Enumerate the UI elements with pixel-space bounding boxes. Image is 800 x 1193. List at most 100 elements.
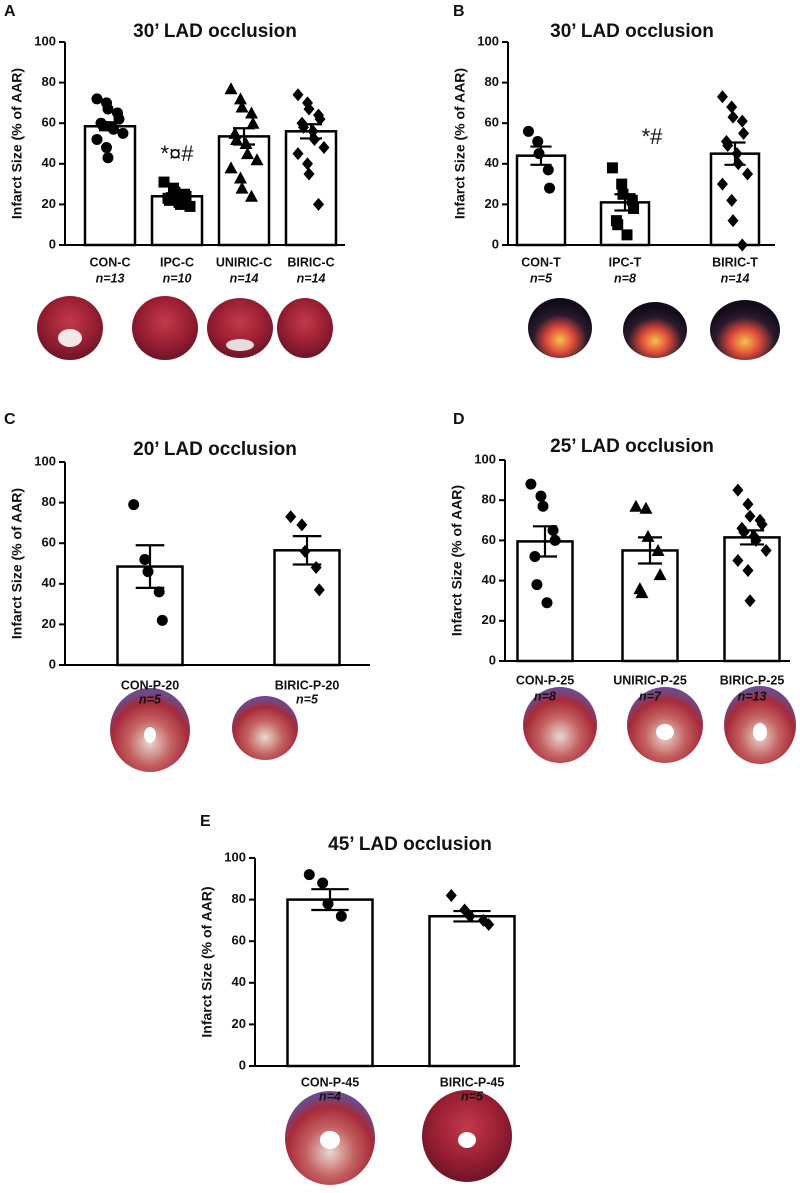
data-point — [628, 202, 640, 214]
data-point — [727, 110, 739, 124]
data-point — [651, 543, 665, 556]
y-tick-label: 100 — [224, 849, 246, 864]
y-tick-label: 0 — [492, 236, 499, 251]
data-point — [91, 133, 103, 145]
data-point — [716, 90, 728, 104]
y-axis-label: Infarct Size (% of AAR) — [9, 68, 25, 219]
data-point — [617, 188, 629, 200]
y-axis-label: Infarct Size (% of AAR) — [199, 886, 215, 1037]
chart-title: 30’ LAD occlusion — [133, 21, 297, 42]
data-point — [736, 238, 748, 252]
y-axis-label: Infarct Size (% of AAR) — [452, 68, 468, 219]
data-point — [756, 517, 768, 531]
x-tick-label: BIRIC-P-25 — [720, 673, 785, 687]
data-point — [653, 568, 667, 581]
n-label: n=5 — [296, 692, 319, 706]
n-label: n=10 — [163, 271, 192, 285]
chart-panel: E 45’ LAD occlusion Infarct Size (% of AAR… — [199, 813, 520, 1103]
chart-panel: D 25’ LAD occlusion Infarct Size (% of AAR… — [449, 411, 790, 703]
data-point — [525, 478, 537, 490]
data-point — [246, 116, 260, 129]
data-point — [635, 586, 649, 599]
data-point — [292, 147, 304, 161]
data-point — [97, 119, 108, 131]
data-point — [142, 566, 154, 578]
chart-title: 25’ LAD occlusion — [550, 436, 714, 457]
y-tick-label: 80 — [232, 891, 246, 906]
data-point — [299, 544, 311, 558]
data-point — [180, 190, 192, 202]
data-point — [744, 509, 756, 523]
y-tick-label: 0 — [49, 656, 56, 671]
data-point — [158, 176, 170, 188]
data-point — [224, 161, 238, 174]
n-label: n=14 — [230, 271, 259, 285]
x-tick-label: CON-P-20 — [121, 678, 179, 692]
data-point — [245, 106, 258, 119]
data-point — [738, 525, 750, 539]
data-point — [335, 910, 347, 922]
y-tick-label: 100 — [477, 33, 499, 48]
data-point — [742, 564, 754, 578]
data-point — [235, 181, 249, 194]
data-point — [727, 214, 739, 228]
data-point — [742, 497, 754, 511]
x-tick-label: CON-T — [521, 255, 561, 269]
bar — [515, 154, 567, 247]
y-tick-label: 40 — [42, 575, 56, 590]
data-point — [549, 534, 561, 546]
y-tick-label: 60 — [42, 115, 56, 130]
data-point — [533, 148, 545, 160]
n-label: n=13 — [96, 271, 125, 285]
data-point — [639, 501, 653, 514]
y-tick-label: 100 — [34, 33, 56, 48]
y-axis-label: Infarct Size (% of AAR) — [449, 485, 465, 636]
data-point — [732, 157, 744, 171]
bar — [428, 914, 516, 1068]
y-tick-label: 20 — [485, 196, 499, 211]
data-point — [318, 141, 330, 155]
data-point — [313, 583, 325, 597]
y-tick-label: 80 — [42, 74, 56, 89]
data-point — [750, 533, 762, 547]
data-point — [629, 499, 643, 512]
data-point — [230, 132, 243, 145]
n-label: n=7 — [639, 689, 662, 703]
data-point — [228, 126, 242, 139]
data-point — [139, 553, 151, 565]
data-point — [224, 82, 238, 95]
data-point — [726, 100, 738, 114]
x-tick-label: IPC-T — [609, 255, 642, 269]
y-tick-label: 60 — [482, 532, 496, 547]
annotation: *# — [642, 124, 664, 149]
chart-title: 20’ LAD occlusion — [133, 439, 297, 460]
data-point — [732, 554, 744, 567]
panel-label: A — [4, 3, 16, 20]
data-point — [102, 152, 114, 164]
data-point — [164, 194, 175, 206]
y-tick-label: 100 — [474, 451, 496, 466]
bar — [284, 130, 338, 247]
y-tick-label: 20 — [232, 1016, 246, 1031]
panel-label: C — [4, 411, 16, 428]
data-point — [102, 103, 114, 115]
data-point — [239, 137, 253, 149]
data-point — [522, 125, 534, 137]
chart-panel: A 30’ LAD occlusion Infarct Size (% of AAR… — [4, 3, 345, 285]
data-point — [542, 164, 554, 176]
data-point — [296, 518, 308, 532]
y-tick-label: 80 — [42, 494, 56, 509]
data-point — [532, 135, 544, 147]
data-point — [483, 918, 495, 932]
data-point — [544, 182, 556, 194]
chart-title: 30’ LAD occlusion — [550, 21, 714, 42]
data-point — [726, 193, 738, 207]
data-point — [722, 139, 734, 153]
y-tick-label: 20 — [42, 616, 56, 631]
data-point — [744, 594, 756, 608]
x-tick-label: CON-P-25 — [516, 673, 574, 687]
panel-label: D — [453, 411, 465, 428]
y-tick-label: 0 — [49, 236, 56, 251]
n-label: n=8 — [614, 271, 636, 285]
data-point — [234, 171, 247, 184]
